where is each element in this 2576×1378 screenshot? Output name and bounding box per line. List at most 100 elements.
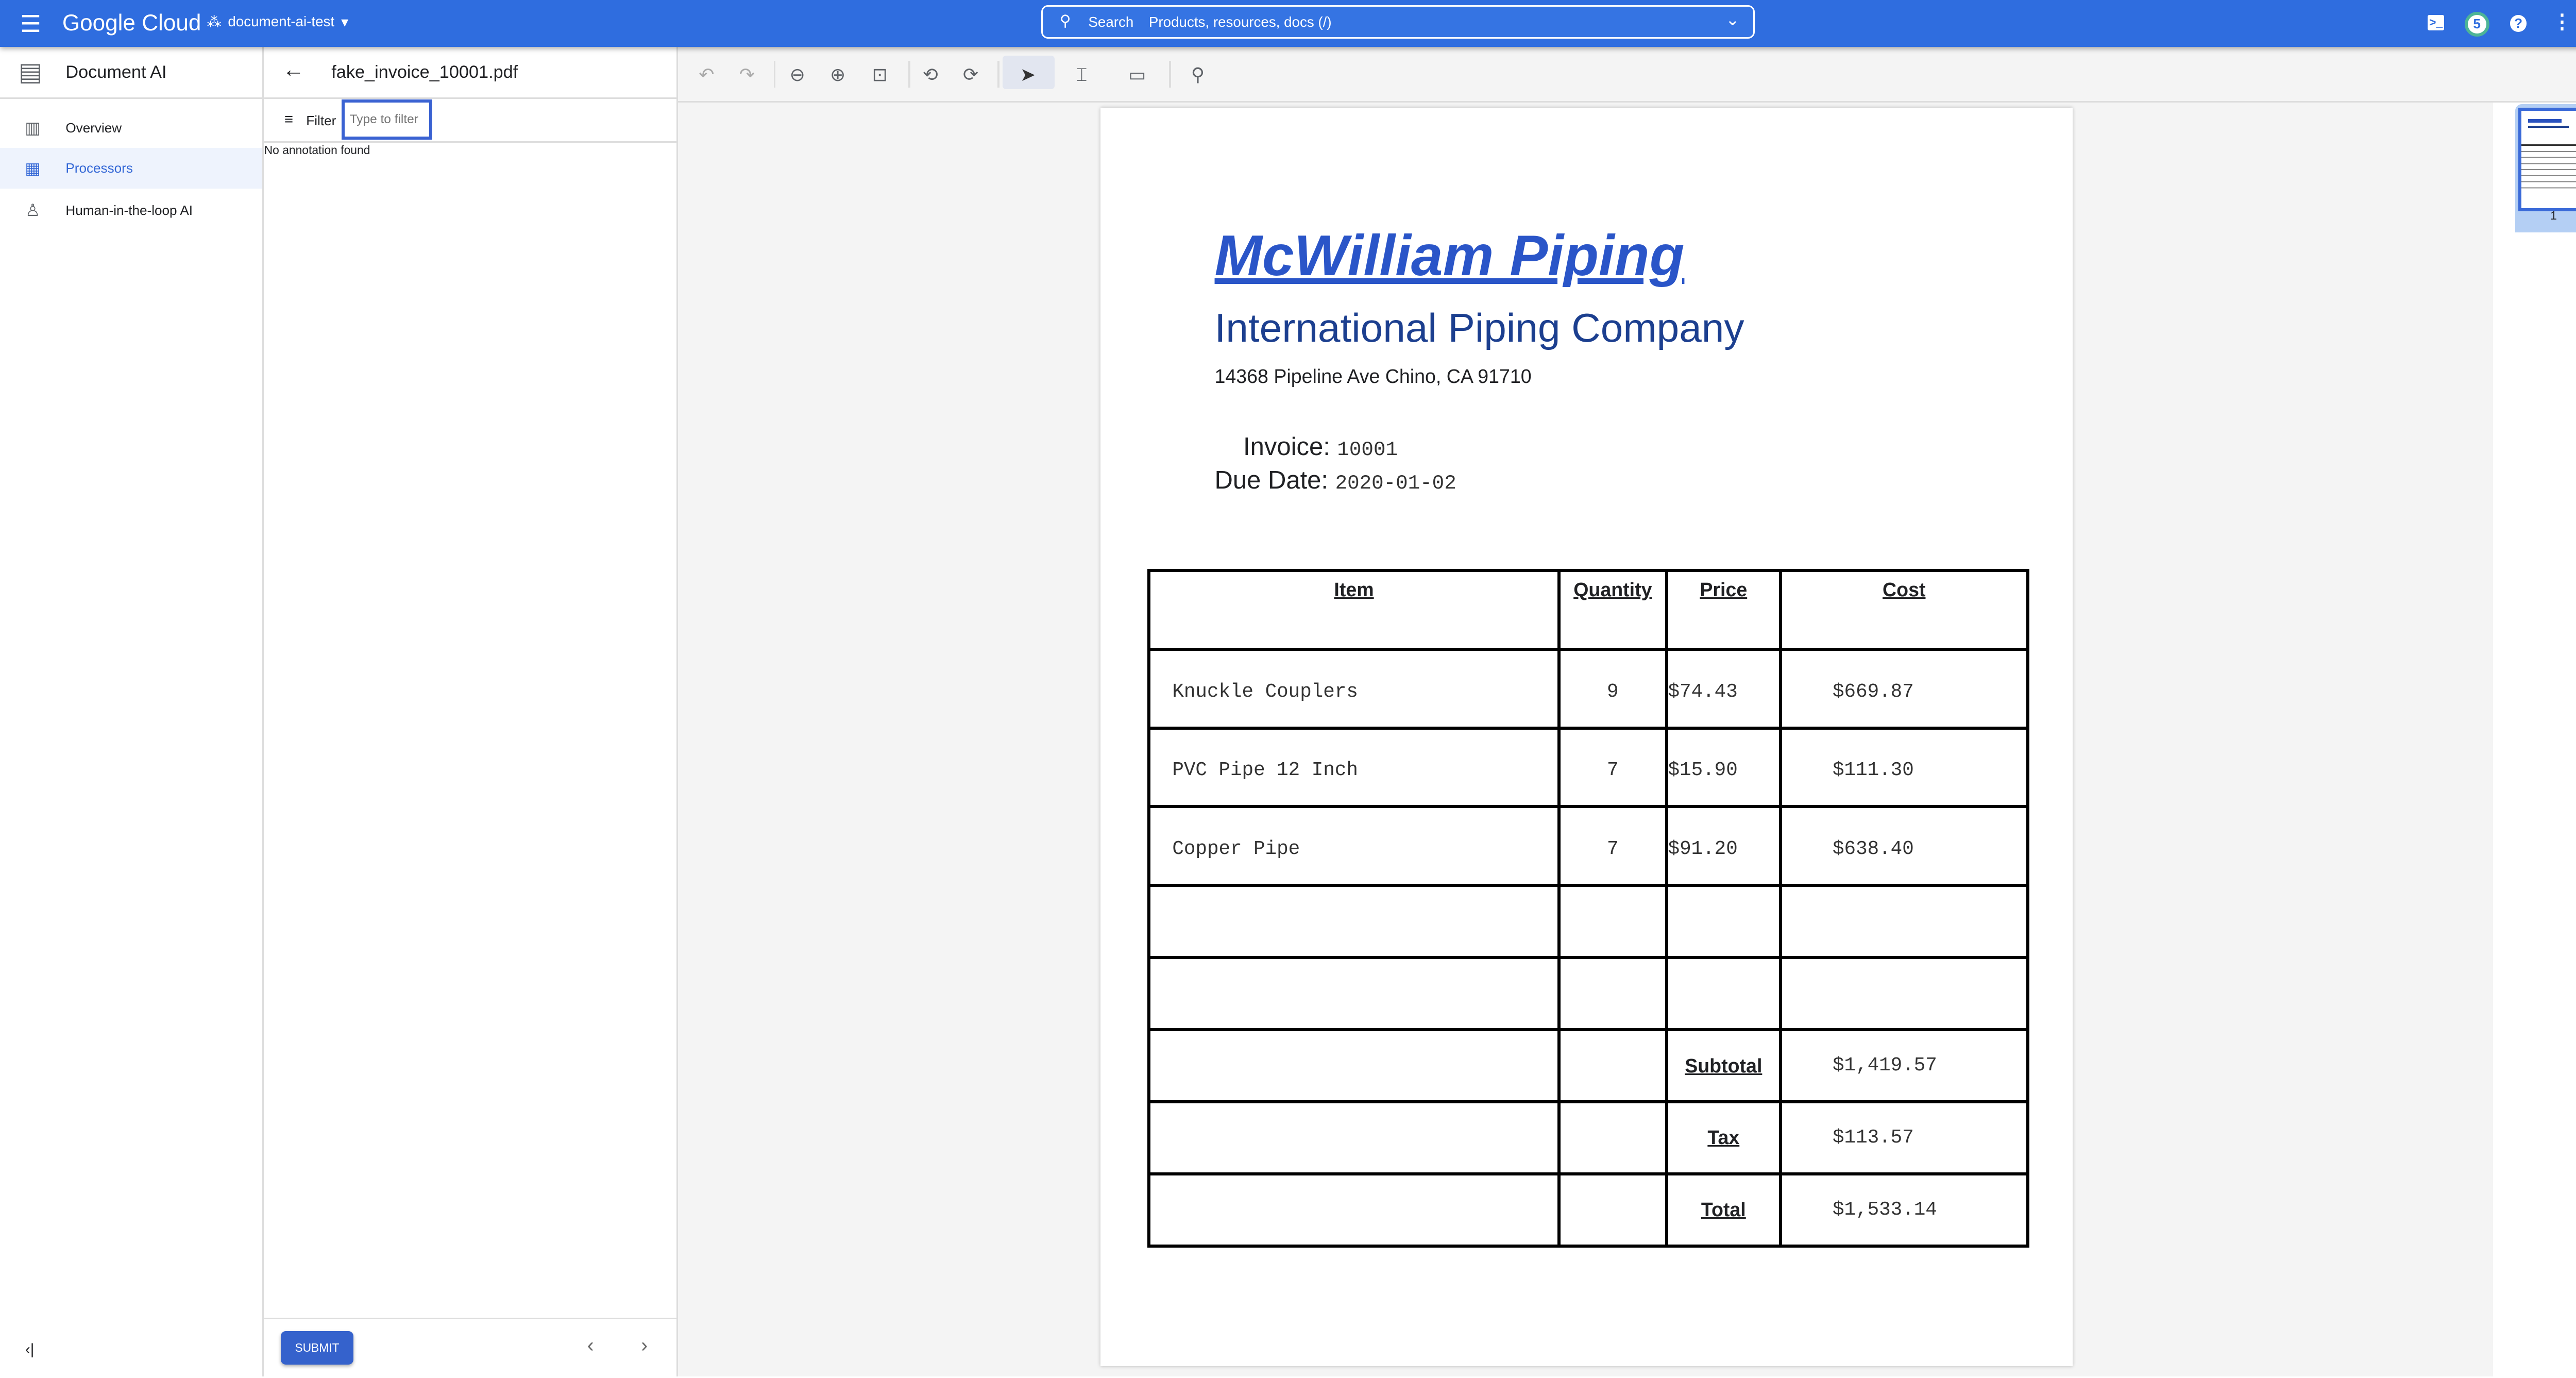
sidebar: ▤ Document AI ▥ Overview ▦ Processors ♙ … [0, 47, 264, 1376]
chevron-down-icon: ▾ [341, 14, 349, 30]
cost-cell: $638.40 [1779, 805, 2029, 887]
more-vert-icon[interactable]: ⋮ [2552, 10, 2572, 33]
subtotal-value: $1,419.57 [1779, 1028, 2029, 1103]
price-cell: $91.20 [1665, 805, 1783, 887]
due-date-label: Due Date: [1214, 466, 1329, 495]
total-row: Total $1,533.14 [1147, 1172, 2029, 1248]
column-header: Price [1665, 568, 1783, 651]
redo-icon[interactable]: ↷ [739, 64, 755, 86]
company-name: McWilliam Piping [1214, 223, 1685, 288]
text-select-icon[interactable]: ⌶ [1076, 64, 1088, 86]
project-icon: ⁂ [207, 14, 222, 30]
document-ai-icon: ▤ [18, 58, 43, 86]
divider [908, 60, 910, 88]
submit-button[interactable]: SUBMIT [281, 1331, 353, 1365]
total-value: $1,533.14 [1779, 1172, 2029, 1248]
company-address: 14368 Pipeline Ave Chino, CA 91710 [1214, 365, 1532, 387]
bounding-box-icon[interactable]: ▭ [1128, 64, 1146, 86]
pointer-icon[interactable]: ➤ [1020, 64, 1036, 86]
panel-footer: SUBMIT ‹ › [264, 1317, 676, 1378]
invoice-label: Invoice: [1243, 433, 1330, 461]
table-row: PVC Pipe 12 Inch 7 $15.90 $111.30 [1147, 726, 2029, 809]
column-header: Cost [1779, 568, 2029, 651]
fit-page-icon[interactable]: ⊡ [872, 64, 888, 86]
sidebar-item-label: Processors [65, 160, 133, 176]
collapse-sidebar-icon[interactable]: ‹| [25, 1341, 35, 1358]
undo-icon[interactable]: ↶ [699, 64, 715, 86]
company-subtitle: International Piping Company [1214, 305, 1744, 350]
human-review-icon: ♙ [25, 200, 41, 220]
product-title: Document AI [65, 62, 167, 82]
processors-icon: ▦ [25, 158, 41, 178]
search-input[interactable]: Products, resources, docs (/) [1148, 14, 1332, 30]
divider [774, 60, 776, 88]
search-icon[interactable]: ⚲ [1191, 64, 1205, 86]
tax-label: Tax [1665, 1100, 1783, 1175]
due-date-value: 2020-01-02 [1335, 472, 1456, 495]
search-bar[interactable]: ⚲ Search Products, resources, docs (/) ⌄ [1041, 5, 1755, 39]
cloud-shell-icon[interactable]: >_ [2427, 15, 2445, 30]
subtotal-label: Subtotal [1665, 1028, 1783, 1103]
invoice-number: Invoice: 10001 [1243, 432, 1398, 461]
select-tool-active-bg [1003, 55, 1055, 90]
thumbnail-image [2518, 107, 2576, 212]
previous-icon[interactable]: ‹ [587, 1334, 594, 1357]
sidebar-item-processors[interactable]: ▦ Processors [0, 148, 263, 189]
sidebar-item-label: Overview [65, 120, 122, 136]
invoice-value: 10001 [1337, 438, 1398, 462]
viewer-toolbar: ↶ ↷ ⊖ ⊕ ⊡ ⟲ ⟳ ➤ ⌶ ▭ ⚲ ⋮ [677, 47, 2576, 103]
project-selector[interactable]: ⁂ document-ai-test ▾ [207, 13, 348, 30]
back-arrow-icon[interactable]: ← [282, 57, 304, 81]
column-header: Quantity [1557, 568, 1668, 651]
zoom-out-icon[interactable]: ⊖ [789, 64, 805, 86]
quantity-cell: 9 [1557, 647, 1668, 730]
search-label: Search [1088, 14, 1134, 30]
sidebar-header: ▤ Document AI [0, 47, 263, 99]
item-cell: Copper Pipe [1147, 805, 1561, 887]
page-number: 1 [2550, 208, 2557, 222]
price-cell: $15.90 [1665, 726, 1783, 809]
thumbnail-page-1[interactable]: 1 [2515, 104, 2576, 232]
rotate-right-icon[interactable]: ⟳ [963, 64, 979, 86]
rotate-left-icon[interactable]: ⟲ [922, 64, 938, 86]
dashboard-icon: ▥ [25, 118, 41, 138]
filter-label: Filter [306, 112, 336, 128]
column-header: Item [1147, 568, 1561, 651]
annotation-panel: ← fake_invoice_10001.pdf ≡ Filter No ann… [264, 47, 678, 1376]
sidebar-item-human-in-the-loop[interactable]: ♙ Human-in-the-loop AI [0, 190, 262, 230]
subtotal-row: Subtotal $1,419.57 [1147, 1028, 2029, 1103]
search-icon: ⚲ [1059, 12, 1071, 29]
google-cloud-logo[interactable]: Google Cloud [62, 10, 201, 36]
file-name: fake_invoice_10001.pdf [331, 62, 518, 82]
due-date: Due Date: 2020-01-02 [1215, 466, 1456, 495]
table-row: Copper Pipe 7 $91.20 $638.40 [1147, 805, 2029, 887]
chevron-down-icon[interactable]: ⌄ [1725, 10, 1740, 29]
quantity-cell: 7 [1557, 805, 1668, 887]
tax-row: Tax $113.57 [1147, 1100, 2029, 1175]
top-bar: ☰ Google Cloud ⁂ document-ai-test ▾ ⚲ Se… [0, 0, 2576, 47]
help-icon[interactable]: ? [2510, 15, 2527, 32]
filter-icon: ≡ [284, 111, 293, 128]
cost-cell: $111.30 [1779, 726, 2029, 809]
panel-header: ← fake_invoice_10001.pdf [264, 47, 676, 99]
divider [1169, 60, 1171, 88]
divider [997, 60, 999, 88]
price-cell: $74.43 [1665, 647, 1783, 730]
project-name: document-ai-test [228, 13, 335, 30]
empty-row [1147, 956, 2029, 1032]
thumbnail-panel: 1 [2493, 103, 2576, 1376]
next-icon[interactable]: › [641, 1334, 648, 1357]
sidebar-item-overview[interactable]: ▥ Overview [0, 108, 262, 148]
item-cell: Knuckle Couplers [1147, 647, 1561, 730]
cost-cell: $669.87 [1779, 647, 2029, 730]
empty-annotations-text: No annotation found [264, 143, 370, 157]
total-label: Total [1665, 1172, 1783, 1248]
sidebar-item-label: Human-in-the-loop AI [65, 202, 193, 218]
filter-input[interactable] [341, 99, 433, 140]
invoice-table: Item Quantity Price Cost Knuckle Coupler… [1147, 568, 2029, 1248]
menu-icon[interactable]: ☰ [20, 10, 42, 37]
zoom-in-icon[interactable]: ⊕ [830, 64, 846, 86]
filter-row: ≡ Filter [264, 99, 676, 143]
notifications-badge[interactable]: 5 [2464, 11, 2489, 37]
tax-value: $113.57 [1779, 1100, 2029, 1175]
